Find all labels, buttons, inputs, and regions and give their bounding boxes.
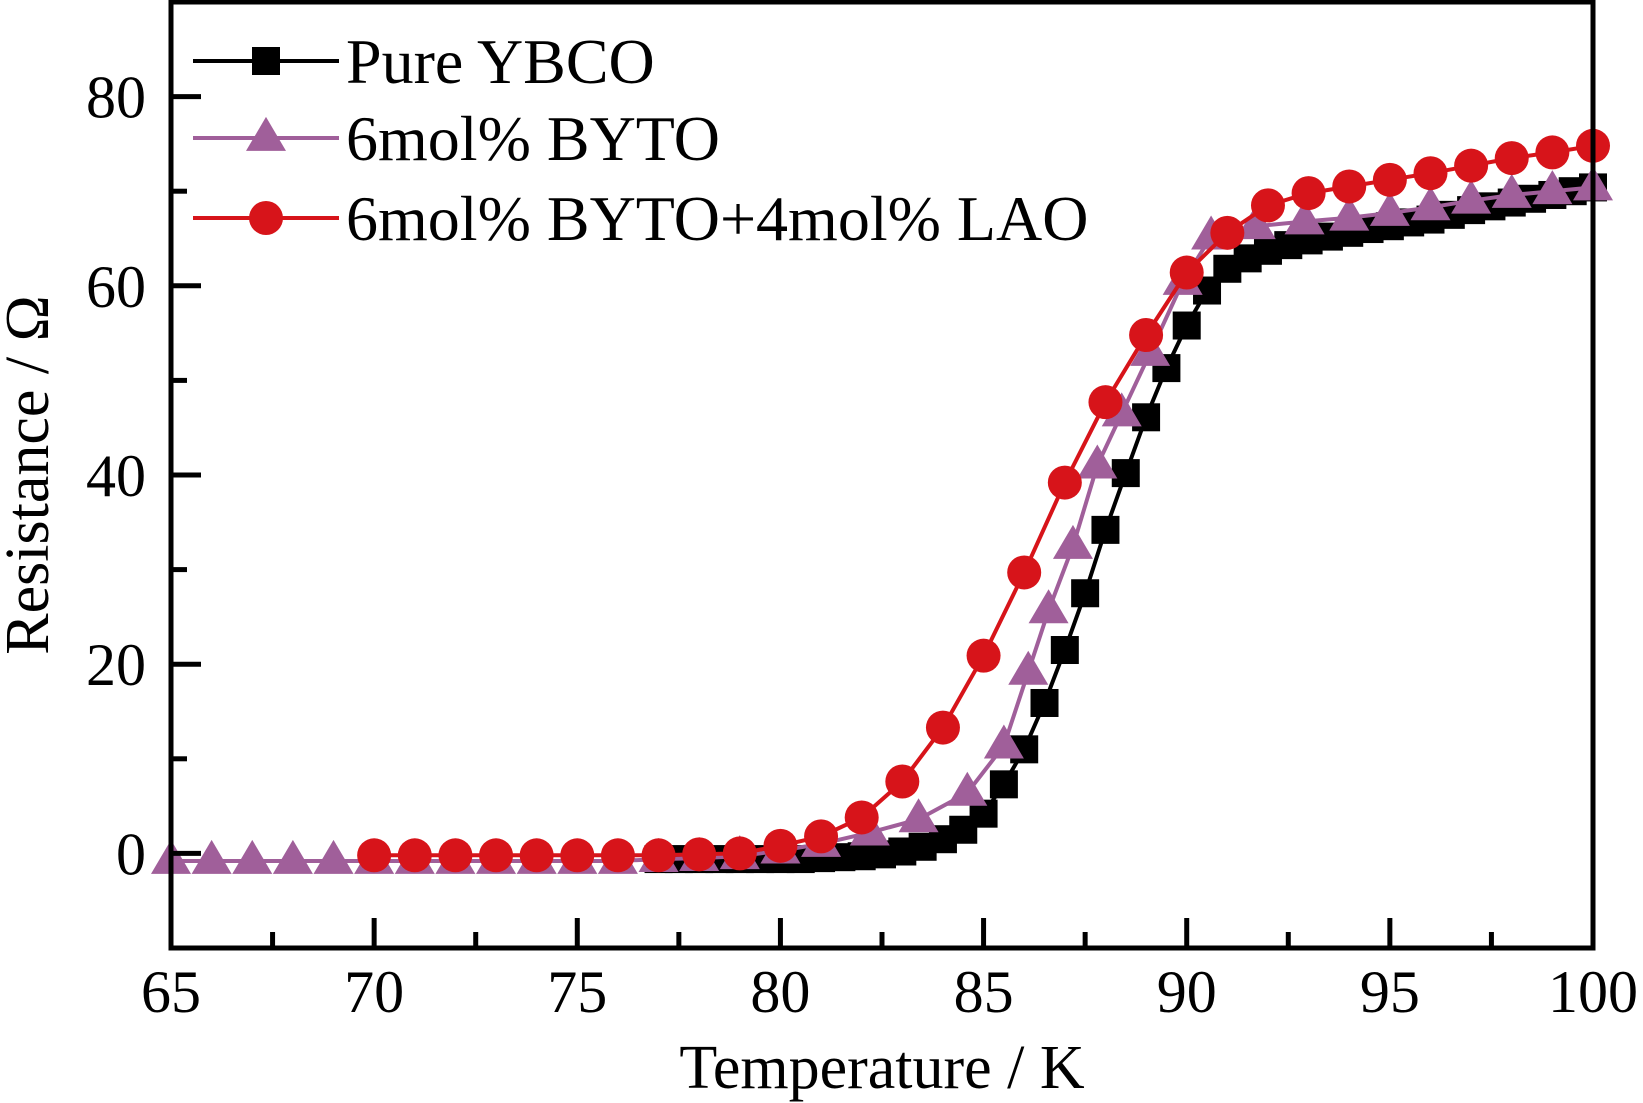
y-tick-labels: 0 20 40 60 80 [86, 65, 146, 888]
data-point-triangle [1451, 179, 1492, 214]
data-point-circle [560, 838, 595, 873]
data-point-square [989, 770, 1018, 799]
y-tick-label: 0 [116, 821, 146, 887]
data-point-triangle [1077, 444, 1118, 479]
data-point-triangle [898, 798, 939, 833]
data-point-circle [1047, 465, 1082, 500]
series-circle [357, 128, 1610, 873]
data-point-circle [1088, 385, 1123, 420]
data-point-square [1172, 311, 1201, 340]
data-point-square [1111, 459, 1140, 488]
data-point-circle [1332, 169, 1367, 204]
data-point-circle [479, 838, 514, 873]
x-tick-label: 70 [344, 959, 404, 1025]
data-point-square [1071, 579, 1100, 608]
y-tick-label: 60 [86, 254, 146, 320]
data-point-triangle [983, 724, 1024, 759]
data-point-triangle [1532, 170, 1573, 205]
data-point-triangle [232, 839, 273, 874]
legend-marker-square [252, 47, 280, 75]
data-point-circle [925, 710, 960, 745]
legend-item: 6mol% BYTO+4mol% LAO [193, 183, 1088, 254]
data-point-triangle [191, 839, 232, 874]
data-point-circle [804, 819, 839, 854]
legend-item: 6mol% BYTO [193, 103, 720, 174]
data-point-circle [1413, 156, 1448, 191]
data-point-circle [1494, 141, 1529, 176]
x-tick-label: 90 [1157, 959, 1217, 1025]
data-point-triangle [947, 771, 988, 806]
data-point-triangle [1235, 205, 1276, 240]
legend-item: Pure YBCO [193, 26, 655, 97]
axes-layer [168, 0, 1596, 951]
series-layer [151, 128, 1613, 874]
data-point-square [1050, 636, 1079, 665]
data-point-circle [1007, 555, 1042, 590]
x-tick-labels: 65 70 75 80 85 90 95 100 [141, 959, 1638, 1025]
data-point-circle [1535, 135, 1570, 170]
data-point-triangle [1329, 196, 1370, 231]
data-point-circle [1454, 148, 1489, 183]
data-point-circle [682, 837, 717, 872]
data-point-square [1091, 515, 1120, 544]
data-point-circle [763, 828, 798, 863]
y-axis-title: Resistance / Ω [0, 295, 62, 654]
x-axis-title: Temperature / K [679, 1034, 1085, 1102]
legend-label: Pure YBCO [346, 26, 655, 97]
x-tick-label: 95 [1360, 959, 1420, 1025]
series-square [644, 173, 1607, 874]
data-point-circle [519, 838, 554, 873]
legend-marker-circle [249, 201, 283, 235]
data-point-circle [844, 800, 879, 835]
data-point-circle [1169, 255, 1204, 290]
data-point-triangle [1491, 173, 1532, 208]
x-tick-label: 65 [141, 959, 201, 1025]
x-tick-label: 85 [954, 959, 1014, 1025]
x-tick-label: 80 [750, 959, 810, 1025]
data-point-triangle [1028, 589, 1069, 624]
data-point-circle [357, 838, 392, 873]
data-point-circle [966, 638, 1001, 673]
data-point-square [1132, 403, 1161, 432]
data-point-square [1030, 688, 1059, 717]
data-point-circle [722, 836, 757, 871]
data-point-circle [600, 838, 635, 873]
data-point-circle [641, 838, 676, 873]
data-point-circle [397, 838, 432, 873]
data-point-circle [885, 764, 920, 799]
data-point-circle [1291, 176, 1326, 211]
data-point-triangle [1052, 524, 1093, 559]
series-line [171, 185, 1594, 863]
data-point-circle [1372, 162, 1407, 197]
data-point-triangle [313, 839, 354, 874]
legend-label: 6mol% BYTO [346, 103, 720, 174]
series-line [658, 185, 1594, 862]
x-tick-label: 75 [547, 959, 607, 1025]
data-point-circle [1210, 215, 1245, 250]
legend-marker-triangle [246, 116, 286, 151]
y-tick-label: 80 [86, 65, 146, 131]
data-point-triangle [1284, 200, 1325, 235]
data-point-circle [1250, 188, 1285, 223]
legend-label: 6mol% BYTO+4mol% LAO [346, 183, 1088, 254]
data-point-triangle [1008, 650, 1049, 685]
data-point-triangle [272, 839, 313, 874]
y-tick-label: 40 [86, 443, 146, 509]
x-tick-label: 100 [1548, 959, 1638, 1025]
series-triangle [151, 166, 1613, 874]
data-point-circle [1129, 317, 1164, 352]
y-tick-label: 20 [86, 632, 146, 698]
data-point-triangle [1410, 186, 1451, 221]
data-point-triangle [1369, 191, 1410, 226]
data-point-circle [438, 838, 473, 873]
